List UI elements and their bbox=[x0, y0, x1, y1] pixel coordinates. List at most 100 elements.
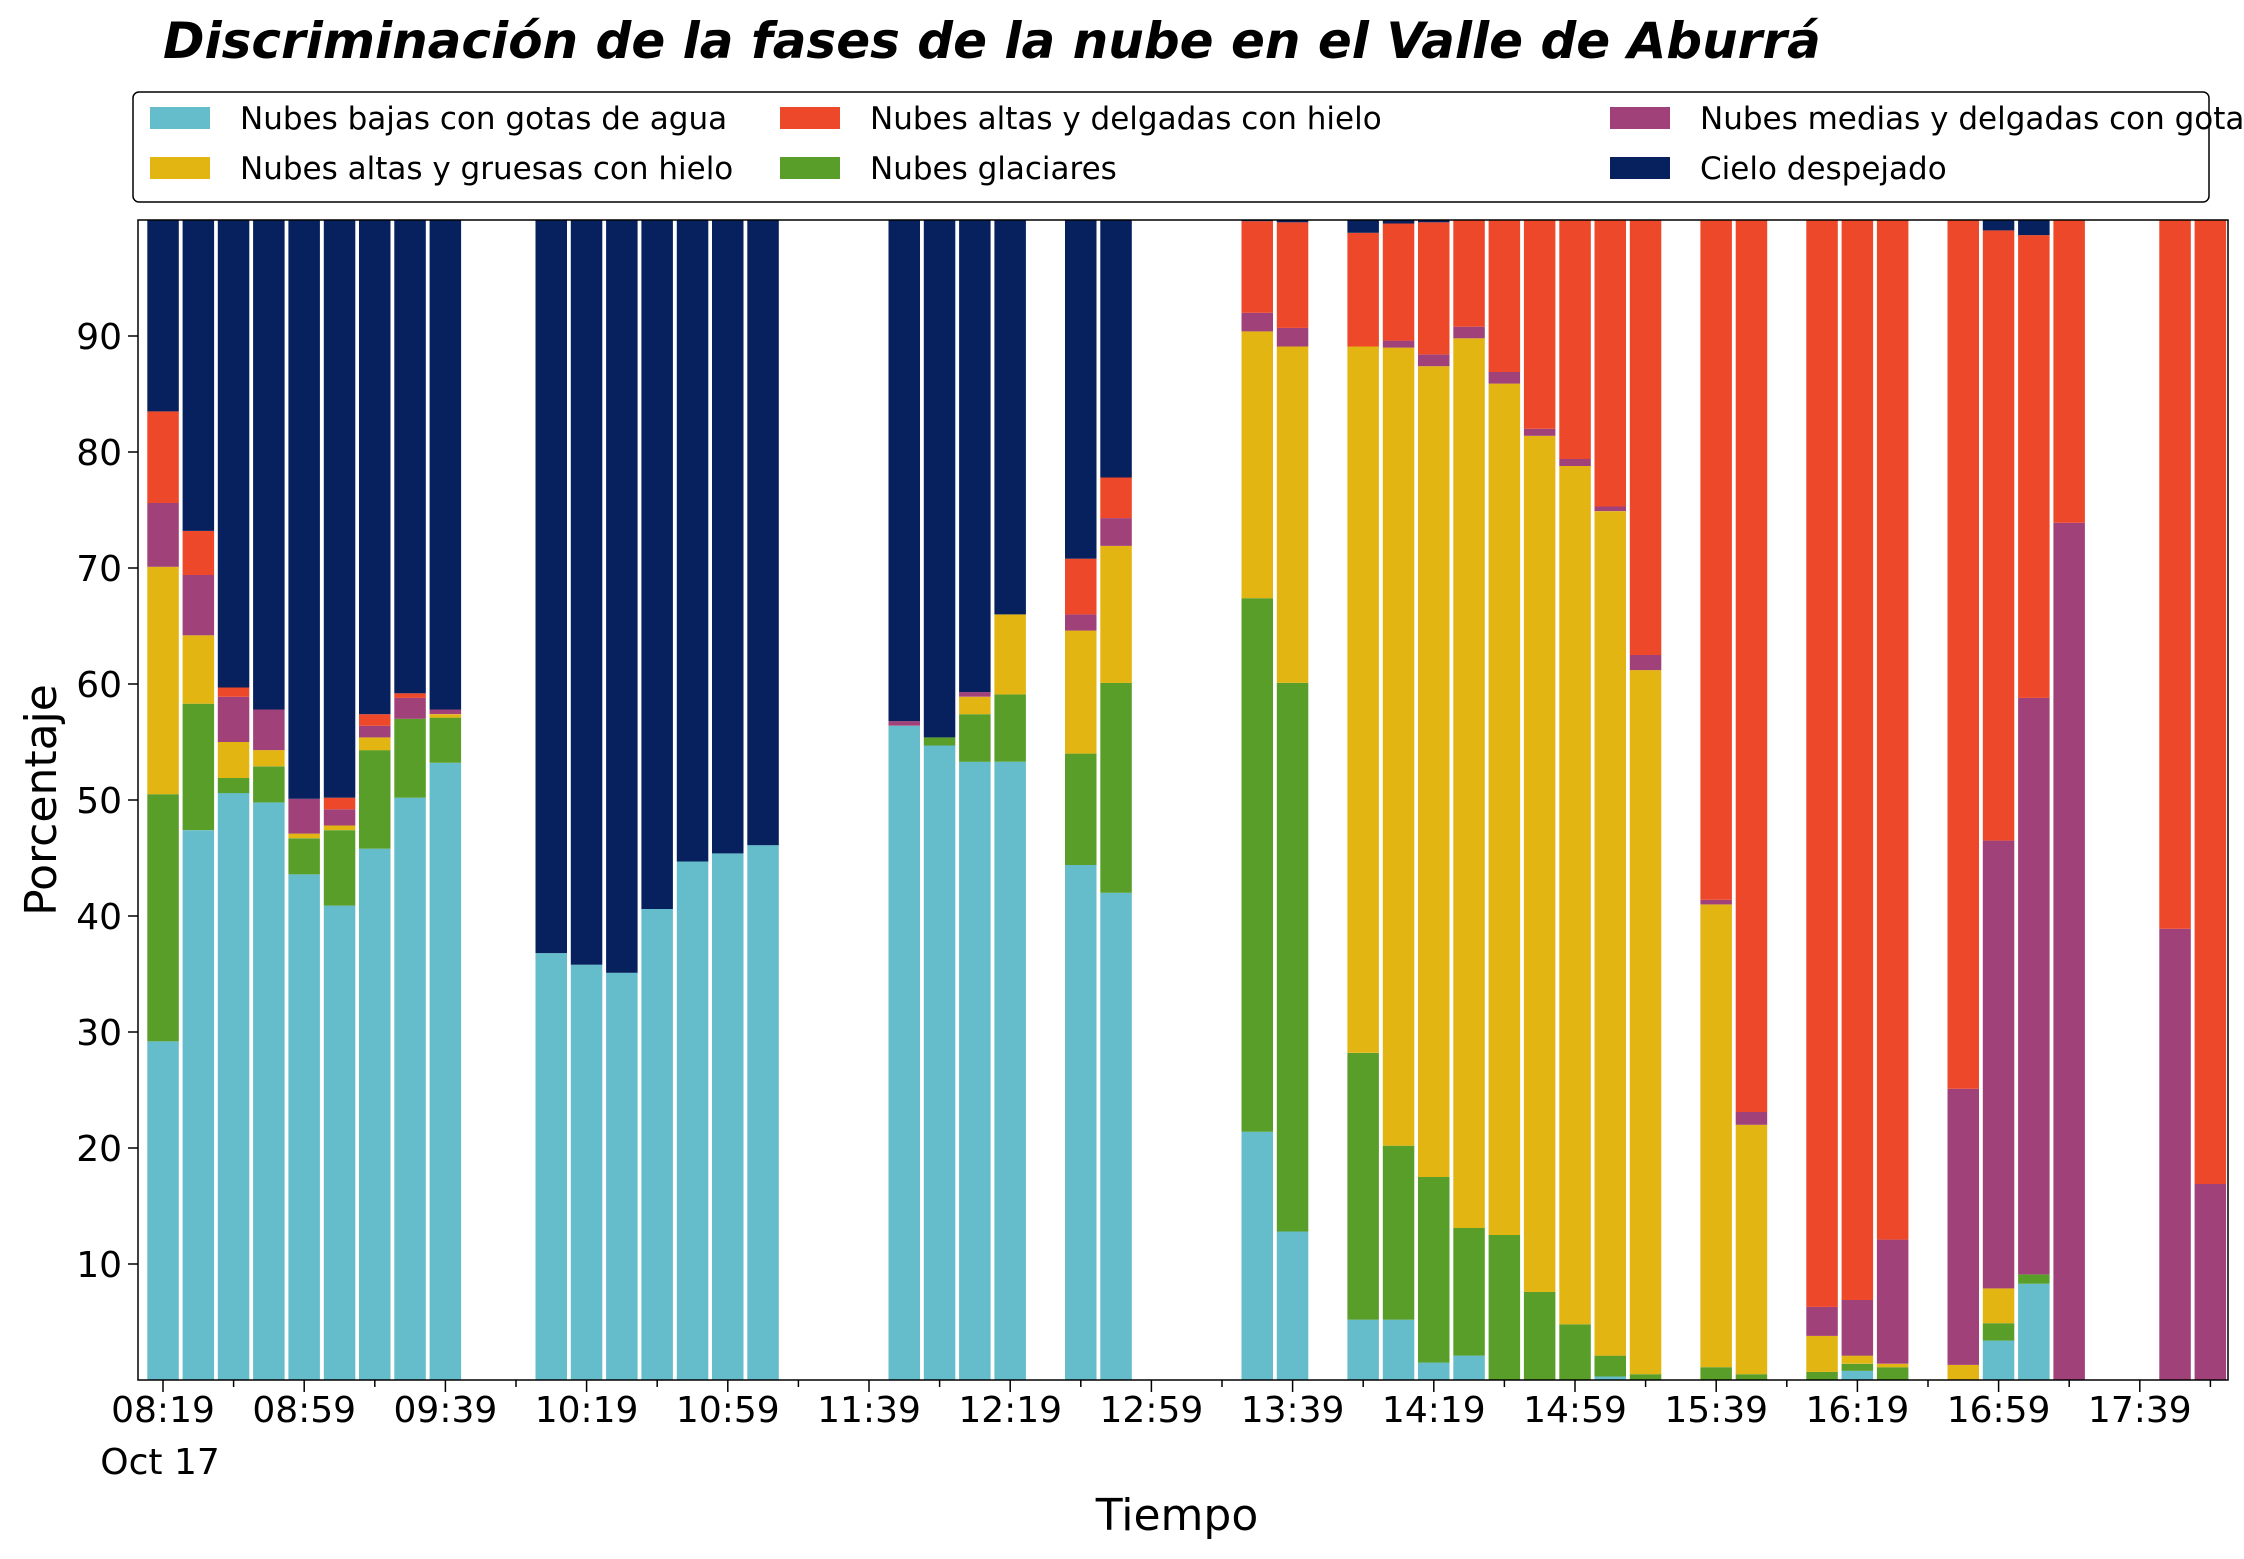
legend-item: Nubes bajas con gotas de agua bbox=[150, 101, 727, 137]
bar-segment bbox=[1594, 1376, 1626, 1380]
bar-segment bbox=[2018, 220, 2050, 236]
y-tick-label: 50 bbox=[76, 781, 122, 822]
bar-stack bbox=[747, 220, 779, 1380]
bar-stack bbox=[888, 220, 920, 1380]
bar-segment bbox=[323, 905, 356, 1380]
x-tick-label: 14:59 bbox=[1523, 1390, 1627, 1431]
bar-segment bbox=[1382, 340, 1415, 348]
x-tick-label: 14:19 bbox=[1382, 1390, 1486, 1431]
bar-segment bbox=[888, 220, 920, 722]
bar-segment bbox=[359, 714, 391, 726]
bar-segment bbox=[1100, 518, 1132, 546]
bar-segment bbox=[217, 220, 250, 688]
bar-segment bbox=[570, 220, 603, 965]
bar-segment bbox=[1594, 1355, 1626, 1377]
bar-segment bbox=[1382, 347, 1415, 1146]
bar-segment bbox=[1629, 1374, 1662, 1380]
legend: Nubes bajas con gotas de agua Nubes altas… bbox=[132, 91, 2244, 203]
plot-area: 10 20 30 40 50 60 70 80 90 08:19 08:59 09:39 10:19 10… bbox=[76, 219, 2229, 1431]
bar-stack bbox=[923, 220, 956, 1380]
bar-segment bbox=[1735, 220, 1768, 1112]
bar-segment bbox=[147, 220, 179, 412]
bar-segment bbox=[2018, 235, 2050, 698]
bar-segment bbox=[1241, 1131, 1273, 1380]
bar-segment bbox=[1982, 1323, 2015, 1341]
bar-segment bbox=[535, 220, 567, 954]
bar-stack bbox=[323, 220, 356, 1380]
bar-segment bbox=[217, 778, 250, 794]
bar-stack bbox=[1418, 220, 1450, 1380]
bar-segment bbox=[359, 737, 391, 751]
legend-label: Nubes bajas con gotas de agua bbox=[240, 101, 727, 137]
bar-segment bbox=[994, 220, 1026, 615]
bar-stack bbox=[147, 220, 179, 1380]
bar-segment bbox=[1982, 1340, 2015, 1380]
x-tick-label: 15:39 bbox=[1664, 1390, 1768, 1431]
bar-segment bbox=[641, 220, 673, 909]
legend-item: Nubes glaciares bbox=[780, 151, 1117, 187]
bar-segment bbox=[253, 220, 285, 710]
bar-segment bbox=[1735, 1124, 1768, 1375]
bar-segment bbox=[323, 809, 356, 826]
bar-segment bbox=[2194, 220, 2227, 1184]
bar-segment bbox=[429, 220, 462, 710]
bar-segment bbox=[888, 721, 920, 726]
bar-segment bbox=[1100, 892, 1132, 1380]
bar-segment bbox=[1982, 840, 2015, 1289]
bar-segment bbox=[1418, 1362, 1450, 1380]
bar-stack bbox=[1276, 220, 1309, 1380]
bar-stack bbox=[1382, 220, 1415, 1380]
bar-segment bbox=[1523, 220, 1556, 429]
bar-segment bbox=[606, 220, 638, 973]
y-axis-title: Porcentaje bbox=[16, 684, 67, 916]
bar-segment bbox=[1382, 1145, 1415, 1320]
bar-segment bbox=[217, 742, 250, 778]
bar-segment bbox=[1559, 465, 1591, 1325]
y-tick-label: 70 bbox=[76, 549, 122, 590]
legend-swatch bbox=[1610, 157, 1670, 179]
bar-stack bbox=[1594, 220, 1626, 1380]
bar-stack bbox=[217, 220, 250, 1380]
x-tick-label: 12:59 bbox=[1100, 1390, 1204, 1431]
bar-stack bbox=[2018, 220, 2050, 1380]
bar-segment bbox=[359, 220, 391, 715]
x-tick-label: 13:39 bbox=[1241, 1390, 1345, 1431]
bar-segment bbox=[747, 845, 779, 1380]
bar-segment bbox=[1453, 326, 1485, 339]
bar-segment bbox=[359, 725, 391, 738]
bar-segment bbox=[1241, 312, 1273, 332]
bar-segment bbox=[2053, 220, 2085, 523]
bar-stack bbox=[1982, 220, 2015, 1380]
bar-segment bbox=[1453, 1228, 1485, 1356]
legend-label: Nubes medias y delgadas con gotas de agu… bbox=[1700, 101, 2244, 137]
bar-segment bbox=[1241, 221, 1273, 313]
bar-stack bbox=[429, 220, 462, 1380]
bar-segment bbox=[2159, 928, 2191, 1380]
bar-segment bbox=[429, 717, 462, 763]
bar-segment bbox=[2018, 697, 2050, 1275]
x-axis-title: Tiempo bbox=[1095, 1490, 1259, 1541]
bar-segment bbox=[1735, 1374, 1768, 1380]
bar-segment bbox=[1347, 346, 1379, 1053]
y-tick-label: 10 bbox=[76, 1245, 122, 1286]
bar-segment bbox=[959, 692, 991, 697]
legend-label: Cielo despejado bbox=[1700, 151, 1947, 187]
bar-segment bbox=[1629, 655, 1662, 671]
bar-segment bbox=[959, 696, 991, 715]
bar-segment bbox=[641, 909, 673, 1380]
bar-stack bbox=[1806, 220, 1838, 1380]
bar-segment bbox=[147, 794, 179, 1042]
bar-segment bbox=[2194, 1184, 2227, 1380]
bar-stack bbox=[394, 220, 426, 1380]
bar-segment bbox=[253, 709, 285, 751]
bar-segment bbox=[147, 503, 179, 567]
bar-segment bbox=[253, 802, 285, 1380]
bar-stack bbox=[1700, 220, 1732, 1380]
legend-swatch bbox=[780, 107, 840, 129]
bar-stack bbox=[641, 220, 673, 1380]
bar-segment bbox=[1806, 1306, 1838, 1336]
bar-segment bbox=[1488, 372, 1521, 384]
bar-segment bbox=[1100, 546, 1132, 683]
bar-stack bbox=[1735, 220, 1768, 1380]
